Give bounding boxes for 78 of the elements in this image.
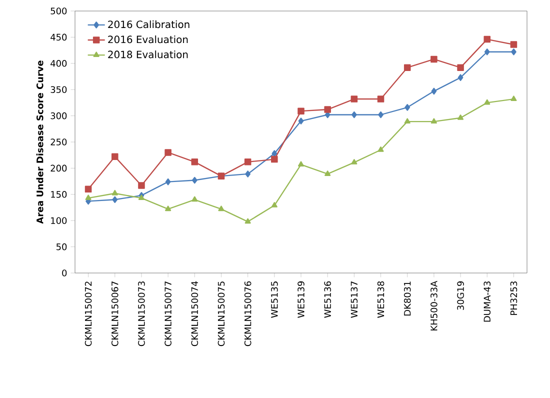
- point: [138, 194, 144, 200]
- point: [510, 96, 517, 102]
- point: [165, 178, 171, 186]
- point: [351, 159, 358, 164]
- y-tick-label: 300: [50, 112, 67, 120]
- point: [112, 196, 118, 204]
- y-tick-label: 400: [50, 60, 67, 67]
- point: [138, 182, 145, 189]
- point: [324, 106, 331, 113]
- point: [298, 108, 304, 114]
- x-tick-label: DK8031: [404, 282, 411, 316]
- point: [484, 48, 490, 56]
- x-tick-label: CKMLN150074: [191, 281, 198, 346]
- point: [298, 161, 304, 167]
- y-tick-label: 50: [56, 243, 67, 250]
- point: [271, 202, 278, 208]
- x-tick-label: WE5135: [271, 282, 278, 318]
- point: [430, 118, 437, 124]
- point: [350, 96, 358, 102]
- point: [351, 111, 357, 118]
- y-axis-title: Area Under Disease Score Curve: [36, 60, 44, 224]
- y-tick-label: 100: [51, 217, 67, 224]
- point: [244, 158, 252, 166]
- legend-label: 2016 Evaluation: [108, 35, 188, 44]
- x-tick-label: CKMLN150076: [244, 281, 252, 346]
- point: [191, 158, 198, 166]
- point: [510, 41, 518, 48]
- x-tick-label: WE5136: [324, 281, 331, 318]
- point: [377, 96, 384, 102]
- x-tick-label: 30G19: [457, 281, 464, 310]
- point: [84, 186, 92, 193]
- point: [271, 156, 278, 163]
- point: [378, 111, 384, 118]
- x-tick-label: WE5137: [350, 282, 358, 318]
- point: [404, 118, 410, 124]
- y-tick-label: 450: [50, 34, 67, 41]
- point: [112, 190, 118, 196]
- point: [404, 104, 410, 111]
- point: [165, 206, 172, 212]
- x-tick-label: CKMLN150072: [84, 282, 92, 346]
- x-tick-label: DUMA-43: [484, 281, 491, 322]
- y-tick-label: 200: [50, 164, 67, 172]
- point: [431, 88, 437, 95]
- y-tick-label: 500: [50, 8, 67, 14]
- point: [192, 196, 198, 202]
- x-tick-label: CKMLN150067: [111, 282, 118, 346]
- point: [272, 150, 278, 157]
- point: [298, 118, 304, 124]
- point: [511, 48, 516, 56]
- x-tick-label: PH3253: [510, 281, 518, 315]
- x-tick-label: KH500-33A: [430, 280, 438, 330]
- point: [111, 153, 118, 160]
- point: [484, 36, 491, 43]
- point: [404, 64, 411, 71]
- point: [484, 99, 490, 105]
- legend-label: 2018 Evaluation: [108, 50, 188, 58]
- y-tick-label: 350: [50, 86, 67, 93]
- point: [458, 74, 464, 81]
- legend-label: 2016 Calibration: [108, 20, 190, 28]
- x-tick-label: WE5138: [377, 281, 384, 318]
- x-tick-label: CKMLN150075: [218, 282, 225, 346]
- x-tick-label: CKMLN150077: [164, 282, 172, 346]
- point: [458, 114, 464, 120]
- point: [164, 149, 172, 156]
- x-tick-label: WE5139: [298, 281, 304, 318]
- y-tick-label: 250: [50, 138, 67, 146]
- point: [324, 170, 331, 176]
- point: [218, 206, 224, 212]
- point: [457, 64, 464, 71]
- point: [85, 194, 92, 200]
- point: [378, 146, 384, 152]
- point: [430, 56, 438, 63]
- y-tick-label: 150: [51, 191, 67, 198]
- x-tick-label: CKMLN150073: [138, 282, 145, 346]
- point: [244, 218, 251, 224]
- point: [192, 176, 198, 184]
- y-tick-label: 0: [62, 270, 67, 276]
- point: [245, 170, 251, 178]
